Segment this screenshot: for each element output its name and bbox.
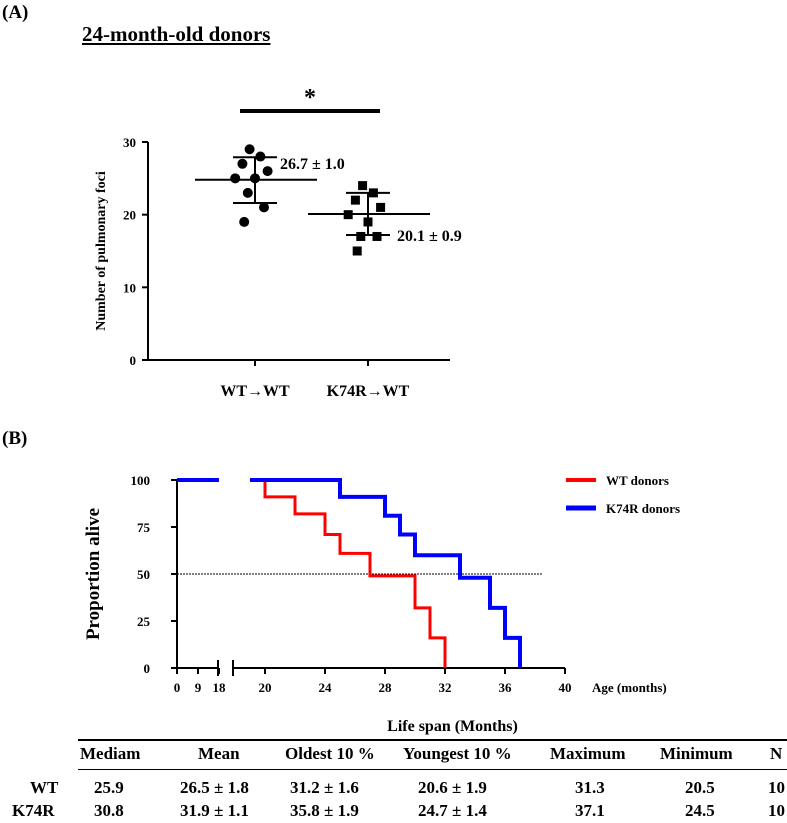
dot-plot-chart: 0 10 20 30 Number of pulmonary foci WT→WT K74R… — [94, 85, 462, 400]
x-tick-label: 40 — [559, 680, 572, 695]
data-point — [350, 195, 360, 205]
series-line — [177, 478, 522, 668]
y-axis-label: Number of pulmonary foci — [94, 171, 109, 331]
data-point — [356, 231, 366, 241]
y-tick-label: 0 — [130, 353, 137, 368]
panel-a-title: 24-month-old donors — [82, 22, 271, 46]
data-point — [372, 231, 382, 241]
table-row: WT 25.9 26.5 ± 1.8 31.2 ± 1.6 20.6 ± 1.9… — [0, 778, 787, 800]
x-tick-label: 36 — [499, 680, 513, 695]
cell-mean: 31.9 ± 1.1 — [180, 801, 249, 820]
x-tick-label: 28 — [379, 680, 393, 695]
data-point — [262, 166, 273, 177]
y-tick-label: 0 — [144, 661, 151, 676]
y-tick-label: 100 — [131, 473, 151, 488]
annotation-wt: 26.7 ± 1.0 — [280, 156, 345, 173]
x-tick-label: K74R→WT — [327, 383, 410, 400]
x-axis-label: Age (months) — [592, 680, 667, 695]
cell-minimum: 24.5 — [685, 801, 715, 820]
cell-n: 10 — [768, 801, 785, 820]
data-point — [242, 187, 253, 198]
cell-oldest: 31.2 ± 1.6 — [290, 778, 359, 797]
life-span-title: Life span (Months) — [387, 718, 518, 735]
header-n: N — [770, 744, 783, 763]
y-tick-label: 75 — [137, 520, 151, 535]
row-label: K74R — [12, 801, 55, 820]
header-youngest: Youngest 10 % — [403, 744, 512, 763]
y-tick-label: 30 — [123, 135, 136, 150]
header-oldest: Oldest 10 % — [285, 744, 375, 763]
cell-maximum: 31.3 — [575, 778, 605, 797]
cell-youngest: 24.7 ± 1.4 — [418, 801, 487, 820]
data-point — [259, 202, 269, 213]
x-tick-label: 18 — [213, 680, 227, 695]
y-tick-label: 25 — [137, 614, 151, 629]
y-tick-label: 10 — [123, 280, 136, 295]
table-row: K74R 30.8 31.9 ± 1.1 35.8 ± 1.9 24.7 ± 1… — [0, 801, 787, 823]
data-point — [244, 144, 255, 155]
y-tick-label: 50 — [137, 567, 150, 582]
panel-a-label: (A) — [2, 2, 29, 23]
y-tick-label: 20 — [123, 208, 136, 223]
data-point — [352, 246, 362, 256]
x-tick-label: 20 — [259, 680, 272, 695]
table-rule-header — [78, 769, 787, 770]
x-tick-label: WT→WT — [220, 383, 290, 400]
data-point — [230, 173, 241, 184]
data-point — [239, 216, 250, 227]
x-tick-label: 32 — [439, 680, 452, 695]
x-tick-label: 24 — [319, 680, 333, 695]
x-tick-label: 9 — [195, 680, 202, 695]
cell-youngest: 20.6 ± 1.9 — [418, 778, 487, 797]
legend-label: K74R donors — [606, 501, 680, 516]
header-median: Mediam — [80, 744, 141, 763]
annotation-k74r: 20.1 ± 0.9 — [397, 228, 462, 245]
cell-minimum: 20.5 — [685, 778, 715, 797]
y-axis-label: Proportion alive — [83, 508, 104, 640]
x-tick-label: 0 — [174, 680, 181, 695]
row-label: WT — [30, 778, 59, 797]
cell-median: 30.8 — [94, 801, 124, 820]
data-point — [358, 181, 368, 191]
header-mean: Mean — [198, 744, 240, 763]
cell-n: 10 — [768, 778, 785, 797]
data-point — [237, 158, 248, 169]
cell-mean: 26.5 ± 1.8 — [180, 778, 249, 797]
table-rule-top — [78, 739, 787, 741]
cell-maximum: 37.1 — [575, 801, 605, 820]
legend-label: WT donors — [606, 473, 669, 488]
significance-star: * — [304, 85, 316, 111]
data-point — [376, 202, 386, 212]
table-header-row: Mediam Mean Oldest 10 % Youngest 10 % Ma… — [0, 744, 787, 766]
panel-b-label: (B) — [2, 428, 28, 449]
header-minimum: Minimum — [660, 744, 733, 763]
cell-median: 25.9 — [94, 778, 124, 797]
cell-oldest: 35.8 ± 1.9 — [290, 801, 359, 820]
header-maximum: Maximum — [550, 744, 626, 763]
